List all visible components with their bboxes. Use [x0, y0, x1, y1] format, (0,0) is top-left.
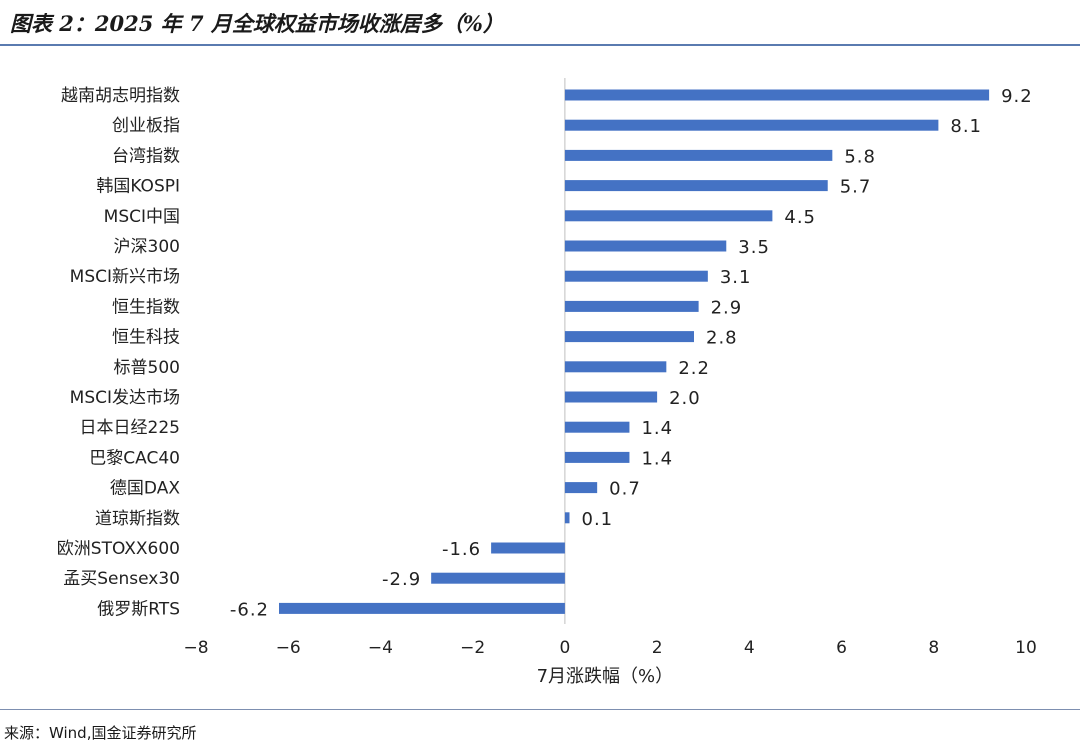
bar	[564, 270, 708, 282]
category-label: 日本日经225	[80, 418, 180, 438]
data-label: 2.0	[669, 388, 701, 409]
bar	[564, 361, 667, 373]
x-tick-label: 6	[836, 638, 847, 658]
data-label: 9.2	[1001, 86, 1033, 107]
bar	[564, 180, 828, 192]
data-label: 3.5	[738, 237, 770, 258]
x-tick-label: −6	[276, 638, 301, 658]
category-label: 恒生指数	[112, 297, 180, 317]
x-tick-label: −8	[183, 638, 208, 658]
x-tick-label: 8	[928, 638, 939, 658]
category-label: 巴黎CAC40	[89, 448, 180, 468]
data-label: -6.2	[230, 599, 269, 620]
data-label: 4.5	[784, 207, 816, 228]
data-label: 5.7	[840, 177, 872, 198]
data-label: 5.8	[844, 146, 876, 167]
bar	[564, 210, 773, 222]
category-label: MSCI新兴市场	[70, 267, 180, 287]
bar	[564, 451, 630, 463]
bar	[564, 482, 598, 494]
data-label: 0.7	[609, 479, 641, 500]
data-label: 2.8	[706, 328, 738, 349]
x-axis-label: 7月涨跌幅（%）	[537, 666, 674, 687]
bar	[564, 512, 570, 524]
category-label: 沪深300	[114, 237, 180, 257]
footer-divider	[0, 709, 1080, 710]
category-label: 恒生科技	[112, 328, 180, 348]
bar	[564, 421, 630, 433]
category-label: 俄罗斯RTS	[97, 599, 180, 619]
bar	[564, 331, 694, 343]
data-label: 0.1	[582, 509, 614, 530]
bar	[491, 542, 565, 554]
category-label: 孟买Sensex30	[63, 569, 180, 589]
bar	[564, 240, 727, 252]
data-label: 2.2	[678, 358, 710, 379]
category-label: 韩国KOSPI	[96, 177, 180, 197]
x-tick-label: 0	[559, 638, 570, 658]
x-tick-label: −2	[460, 638, 485, 658]
category-label: 越南胡志明指数	[61, 86, 180, 106]
category-label: 欧洲STOXX600	[57, 539, 180, 559]
data-label: -2.9	[382, 569, 421, 590]
source-note: 来源：Wind,国金证券研究所	[4, 724, 197, 742]
category-label: 创业板指	[112, 116, 180, 136]
category-label: 德国DAX	[110, 479, 180, 499]
bar	[564, 300, 699, 312]
data-label: 8.1	[950, 116, 982, 137]
x-tick-label: 2	[652, 638, 663, 658]
bar	[564, 391, 658, 403]
chart-title: 图表 2：2025 年 7 月全球权益市场收涨居多（%）	[10, 11, 504, 36]
title-divider	[0, 44, 1080, 46]
data-label: -1.6	[442, 539, 481, 560]
bar	[564, 149, 833, 161]
category-label: 台湾指数	[112, 146, 180, 166]
bar	[564, 89, 990, 101]
x-tick-label: 10	[1015, 638, 1037, 658]
data-label: 1.4	[641, 448, 673, 469]
category-label: 标普500	[114, 358, 180, 378]
bar	[564, 119, 939, 131]
data-label: 2.9	[711, 297, 743, 318]
bar-chart: 越南胡志明指数 9.2 创业板指 8.1 台湾指数 5.8 韩国KOSPI 5.7 MSCI中国…	[57, 78, 1037, 687]
data-label: 1.4	[641, 418, 673, 439]
category-label: MSCI发达市场	[70, 388, 180, 408]
category-label: MSCI中国	[104, 207, 180, 227]
data-label: 3.1	[720, 267, 752, 288]
category-label: 道琼斯指数	[95, 509, 180, 529]
x-tick-label: 4	[744, 638, 755, 658]
x-tick-label: −4	[368, 638, 393, 658]
bar	[279, 602, 565, 614]
bar	[431, 572, 565, 584]
